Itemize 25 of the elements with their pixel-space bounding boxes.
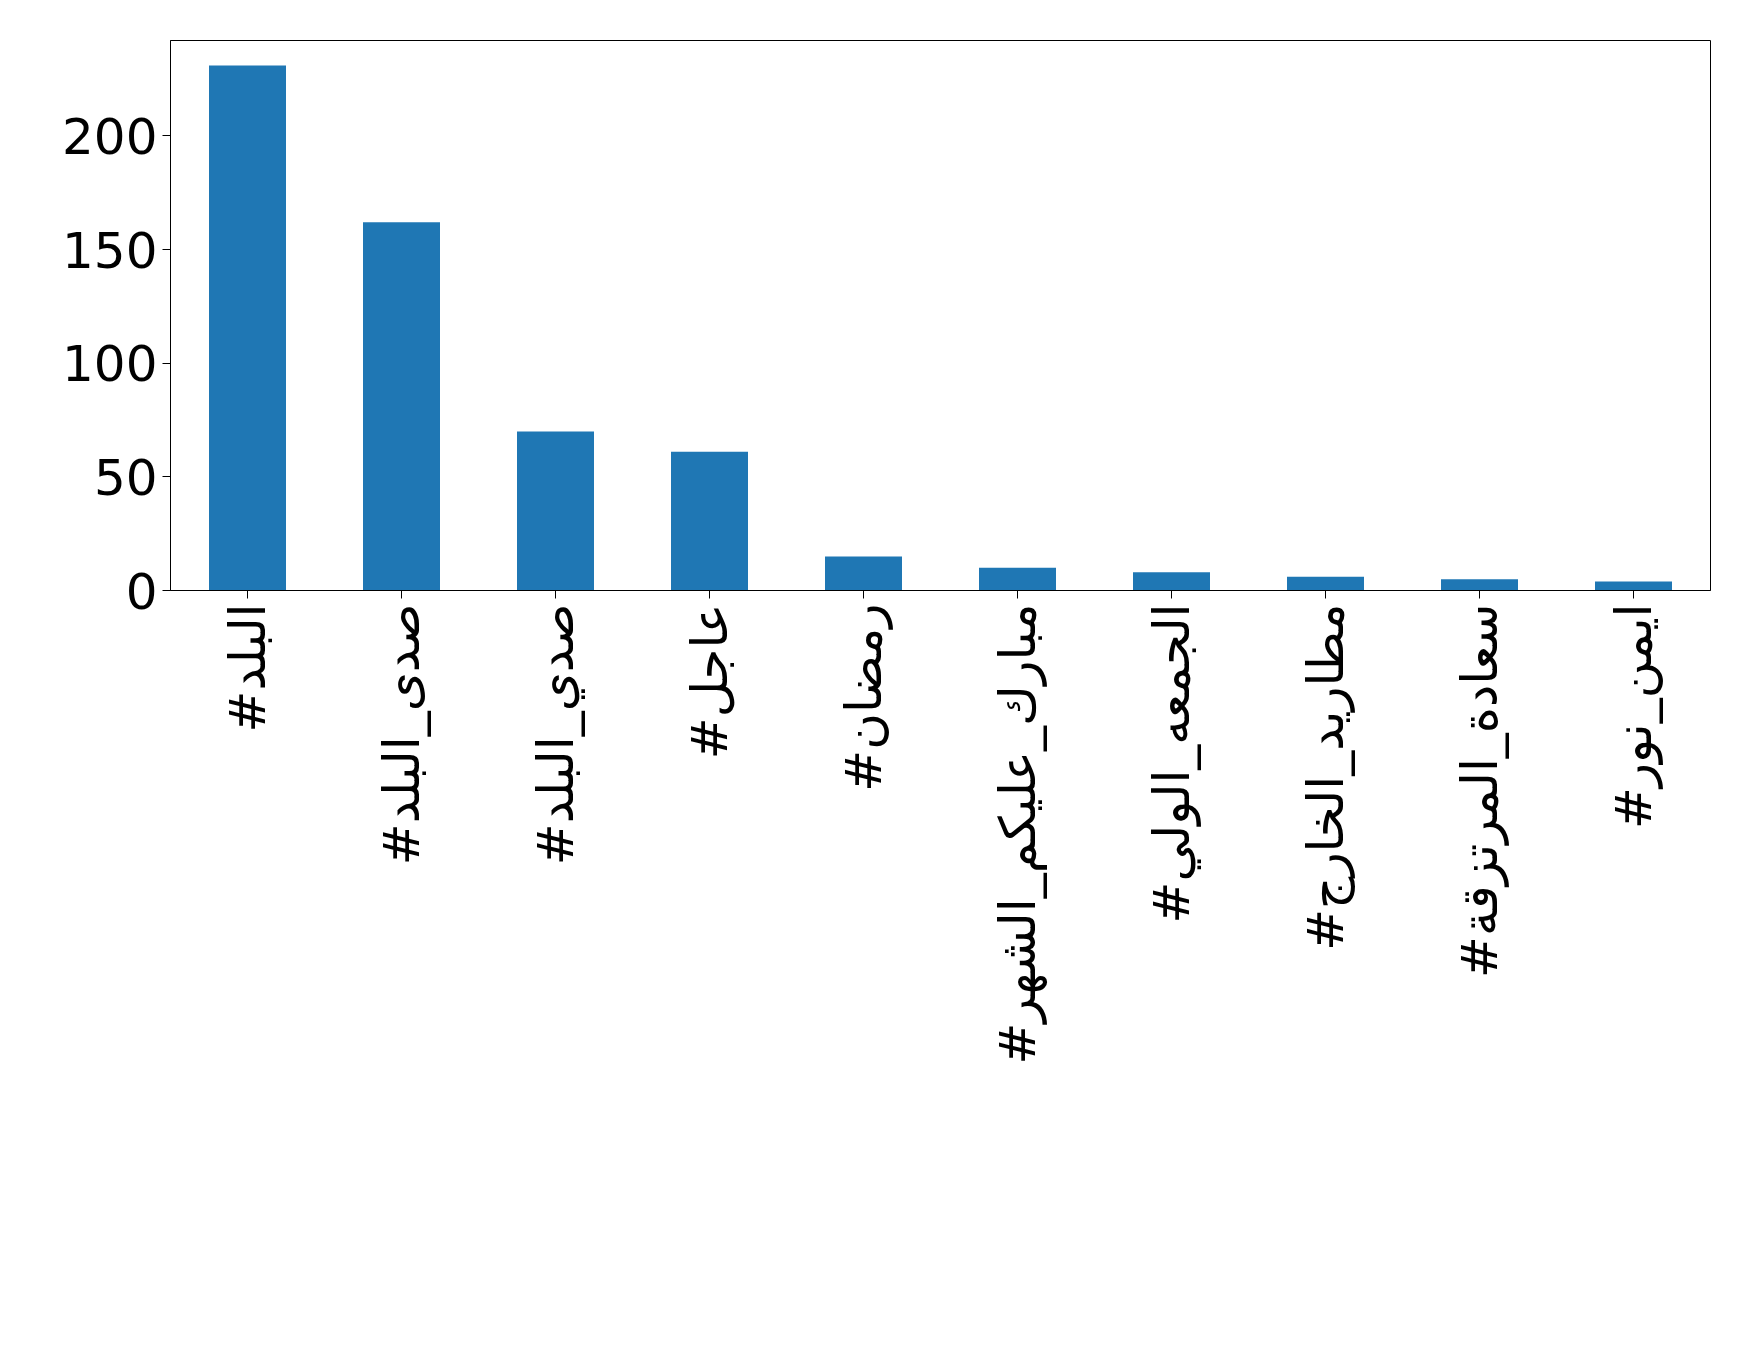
bar [1595, 581, 1672, 591]
bar [363, 222, 440, 591]
bar [1287, 576, 1364, 591]
bar [517, 431, 594, 591]
x-tick-label: #مبارك_عليكم_الشهر [988, 603, 1048, 1065]
bar [1133, 572, 1210, 591]
x-tick-label: #ايمن_نور [1604, 603, 1663, 830]
y-tick-label: 100 [62, 335, 158, 394]
y-tick-label: 200 [62, 107, 158, 166]
y-tick-label: 0 [125, 562, 158, 621]
x-tick-label: #سعادة_المرتزقة [1450, 603, 1509, 978]
x-tick-label: #مطاريد_الخارج [1296, 603, 1355, 951]
x-tick-label: #صدي_البلد [526, 603, 585, 866]
x-tick-label: #عاجل [680, 603, 739, 760]
x-tick-label: #البلد [218, 603, 277, 733]
y-tick-label: 50 [93, 448, 158, 507]
y-tick-label: 150 [62, 221, 158, 280]
bar [671, 451, 748, 591]
x-tick-label: #رمضان [834, 603, 893, 792]
bar [209, 65, 286, 591]
bar [979, 567, 1056, 591]
bar [1441, 579, 1518, 591]
x-tick-label: #الجمعه_الولي [1142, 603, 1201, 924]
x-tick-label: #صدى_البلد [372, 603, 431, 866]
bar [825, 556, 902, 591]
